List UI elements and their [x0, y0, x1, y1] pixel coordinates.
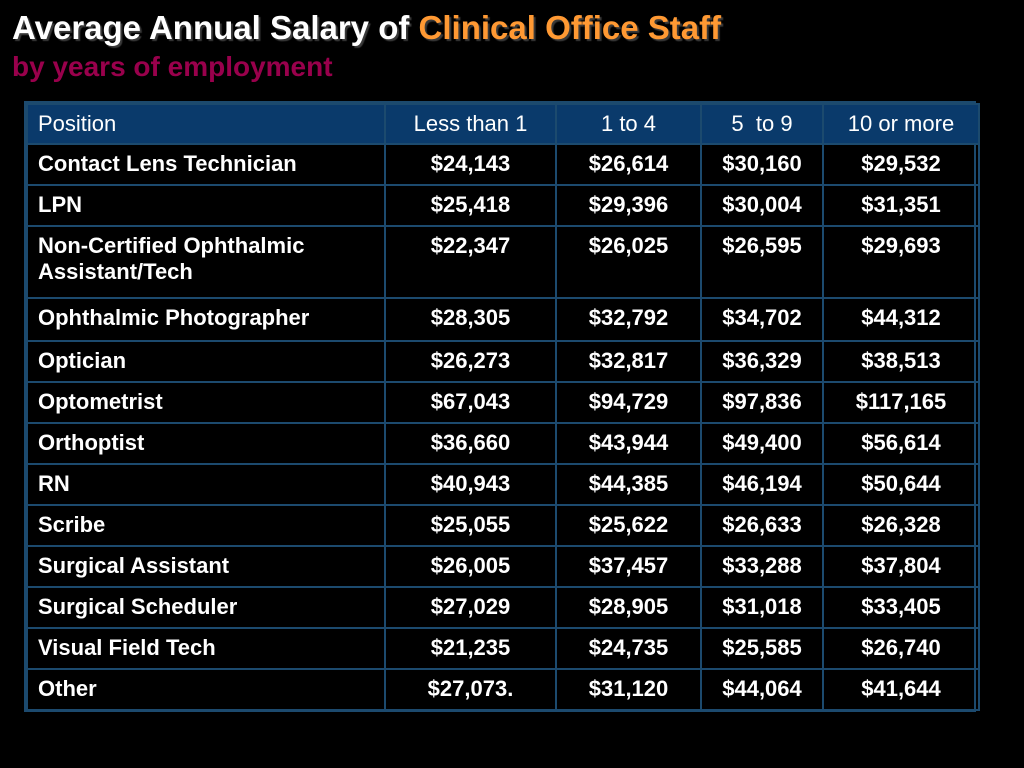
salary-cell: $36,329 [700, 340, 824, 383]
table-body: Contact Lens Technician $24,143 $26,614 $30… [26, 143, 980, 711]
salary-cell: $40,943 [384, 463, 557, 506]
salary-cell: $26,633 [700, 504, 824, 547]
position-cell: Surgical Scheduler [26, 586, 386, 629]
table-row: Contact Lens Technician $24,143 $26,614 $30… [26, 143, 980, 186]
table-row: LPN $25,418 $29,396 $30,004 $31,351 [26, 184, 980, 227]
position-cell: LPN [26, 184, 386, 227]
salary-cell: $56,614 [822, 422, 980, 465]
position-cell: Other [26, 668, 386, 711]
salary-cell: $29,396 [555, 184, 702, 227]
salary-cell: $43,944 [555, 422, 702, 465]
salary-cell: $25,055 [384, 504, 557, 547]
table-row: Optometrist $67,043 $94,729 $97,836 $117,165 [26, 381, 980, 424]
table-row: RN $40,943 $44,385 $46,194 $50,644 [26, 463, 980, 506]
salary-cell: $32,792 [555, 297, 702, 342]
column-header-position: Position [26, 103, 386, 145]
title-highlight: Clinical Office Staff [418, 9, 722, 46]
salary-cell: $29,693 [822, 225, 980, 299]
position-cell: Optician [26, 340, 386, 383]
salary-cell: $37,804 [822, 545, 980, 588]
table-row: Other $27,073. $31,120 $44,064 $41,644 [26, 668, 980, 711]
position-cell: Surgical Assistant [26, 545, 386, 588]
salary-cell: $31,018 [700, 586, 824, 629]
salary-cell: $26,614 [555, 143, 702, 186]
salary-cell: $31,351 [822, 184, 980, 227]
position-cell: Non-Certified Ophthalmic Assistant/Tech [26, 225, 386, 299]
salary-cell: $25,622 [555, 504, 702, 547]
table-row: Visual Field Tech $21,235 $24,735 $25,585 $2… [26, 627, 980, 670]
position-cell: Orthoptist [26, 422, 386, 465]
salary-cell: $37,457 [555, 545, 702, 588]
position-cell: RN [26, 463, 386, 506]
salary-cell: $22,347 [384, 225, 557, 299]
table-row: Ophthalmic Photographer $28,305 $32,792 $34… [26, 297, 980, 342]
salary-cell: $67,043 [384, 381, 557, 424]
page-subtitle: by years of employment [12, 51, 333, 82]
salary-table-container: Position Less than 1 1 to 4 5 to 9 10 or… [24, 101, 980, 712]
salary-cell: $117,165 [822, 381, 980, 424]
salary-table: Position Less than 1 1 to 4 5 to 9 10 or… [26, 103, 980, 711]
table-row: Surgical Assistant $26,005 $37,457 $33,288 $… [26, 545, 980, 588]
table-row: Scribe $25,055 $25,622 $26,633 $26,328 [26, 504, 980, 547]
salary-cell: $33,288 [700, 545, 824, 588]
salary-cell: $44,064 [700, 668, 824, 711]
table-header-row: Position Less than 1 1 to 4 5 to 9 10 or… [26, 103, 980, 145]
salary-cell: $26,005 [384, 545, 557, 588]
salary-cell: $21,235 [384, 627, 557, 670]
position-cell: Scribe [26, 504, 386, 547]
position-cell: Contact Lens Technician [26, 143, 386, 186]
salary-cell: $25,418 [384, 184, 557, 227]
salary-cell: $26,740 [822, 627, 980, 670]
position-cell: Ophthalmic Photographer [26, 297, 386, 342]
salary-cell: $24,143 [384, 143, 557, 186]
salary-cell: $25,585 [700, 627, 824, 670]
salary-cell: $32,817 [555, 340, 702, 383]
table-row: Optician $26,273 $32,817 $36,329 $38,513 [26, 340, 980, 383]
salary-cell: $46,194 [700, 463, 824, 506]
salary-cell: $26,328 [822, 504, 980, 547]
salary-cell: $26,595 [700, 225, 824, 299]
salary-cell: $29,532 [822, 143, 980, 186]
table-row: Surgical Scheduler $27,029 $28,905 $31,018 $… [26, 586, 980, 629]
title-main: Average Annual Salary of [12, 9, 419, 46]
salary-cell: $38,513 [822, 340, 980, 383]
salary-cell: $41,644 [822, 668, 980, 711]
salary-cell: $27,073. [384, 668, 557, 711]
salary-cell: $44,312 [822, 297, 980, 342]
salary-cell: $97,836 [700, 381, 824, 424]
position-cell: Optometrist [26, 381, 386, 424]
salary-cell: $33,405 [822, 586, 980, 629]
column-header-1-to-4: 1 to 4 [555, 103, 702, 145]
salary-cell: $49,400 [700, 422, 824, 465]
salary-cell: $24,735 [555, 627, 702, 670]
salary-cell: $30,160 [700, 143, 824, 186]
column-header-less-than-1: Less than 1 [384, 103, 557, 145]
salary-cell: $27,029 [384, 586, 557, 629]
position-cell: Visual Field Tech [26, 627, 386, 670]
table-row: Non-Certified Ophthalmic Assistant/Tech $… [26, 225, 980, 299]
salary-cell: $26,025 [555, 225, 702, 299]
salary-cell: $28,905 [555, 586, 702, 629]
salary-cell: $34,702 [700, 297, 824, 342]
salary-cell: $26,273 [384, 340, 557, 383]
salary-cell: $28,305 [384, 297, 557, 342]
column-header-5-to-9: 5 to 9 [700, 103, 824, 145]
salary-cell: $36,660 [384, 422, 557, 465]
table-row: Orthoptist $36,660 $43,944 $49,400 $56,614 [26, 422, 980, 465]
column-header-10-or-more: 10 or more [822, 103, 980, 145]
salary-cell: $31,120 [555, 668, 702, 711]
salary-cell: $94,729 [555, 381, 702, 424]
salary-cell: $50,644 [822, 463, 980, 506]
salary-cell: $44,385 [555, 463, 702, 506]
page-title: Average Annual Salary of Clinical Office… [12, 8, 721, 48]
salary-cell: $30,004 [700, 184, 824, 227]
